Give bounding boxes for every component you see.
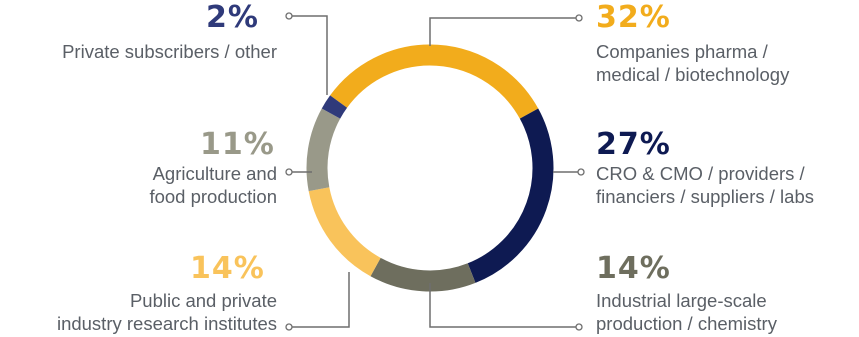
label-line: medical / biotechnology	[596, 64, 790, 85]
leader-industrial-production	[429, 283, 577, 328]
donut-segment-private	[321, 95, 348, 119]
label-companies-pharma: Companies pharma / medical / biotechnolo…	[596, 40, 789, 86]
leader-companies-pharma-dot	[575, 14, 583, 22]
label-line: Companies pharma /	[596, 41, 768, 62]
donut-segment-research	[308, 186, 381, 277]
percent-cro-cmo: 27%	[596, 127, 671, 162]
leader-cro-cmo-dot	[577, 168, 585, 176]
percent-industrial-production: 14%	[596, 251, 671, 286]
label-line: production / chemistry	[596, 313, 777, 334]
leader-research-institutes-dot	[285, 323, 293, 331]
label-line: food production	[149, 186, 277, 207]
label-industrial-production: Industrial large-scale production / chem…	[596, 289, 777, 335]
leader-private-subscribers-dot	[285, 12, 293, 20]
label-agriculture: Agriculture and food production	[149, 162, 277, 208]
leader-agriculture-dot	[285, 168, 293, 176]
percent-research-institutes: 14%	[190, 251, 265, 286]
donut-ring	[306, 44, 554, 292]
percent-companies-pharma: 32%	[596, 0, 671, 35]
label-research-institutes: Public and private industry research ins…	[57, 289, 277, 335]
donut-segment-agriculture	[306, 108, 341, 192]
percent-agriculture: 11%	[200, 127, 275, 162]
percent-private-subscribers: 2%	[206, 0, 259, 35]
label-line: Industrial large-scale	[596, 290, 767, 311]
label-line: CRO & CMO / providers /	[596, 163, 805, 184]
leader-research-institutes	[290, 272, 350, 328]
leader-companies-pharma	[429, 17, 578, 46]
label-line: industry research institutes	[56, 313, 277, 334]
donut-segment-industrial	[370, 257, 476, 292]
leader-private-subscribers	[290, 15, 328, 95]
leader-lines	[285, 12, 585, 331]
label-cro-cmo: CRO & CMO / providers / financiers / sup…	[596, 162, 814, 208]
label-line: financiers / suppliers / labs	[596, 186, 814, 207]
label-line: Agriculture and	[152, 163, 277, 184]
label-line: Public and private	[129, 290, 277, 311]
donut-segment-pharma	[330, 44, 539, 119]
leader-industrial-production-dot	[575, 323, 583, 331]
label-line: Private subscribers / other	[62, 41, 277, 62]
donut-segment-cro-cmo	[467, 108, 554, 283]
label-private-subscribers: Private subscribers / other	[62, 40, 277, 63]
